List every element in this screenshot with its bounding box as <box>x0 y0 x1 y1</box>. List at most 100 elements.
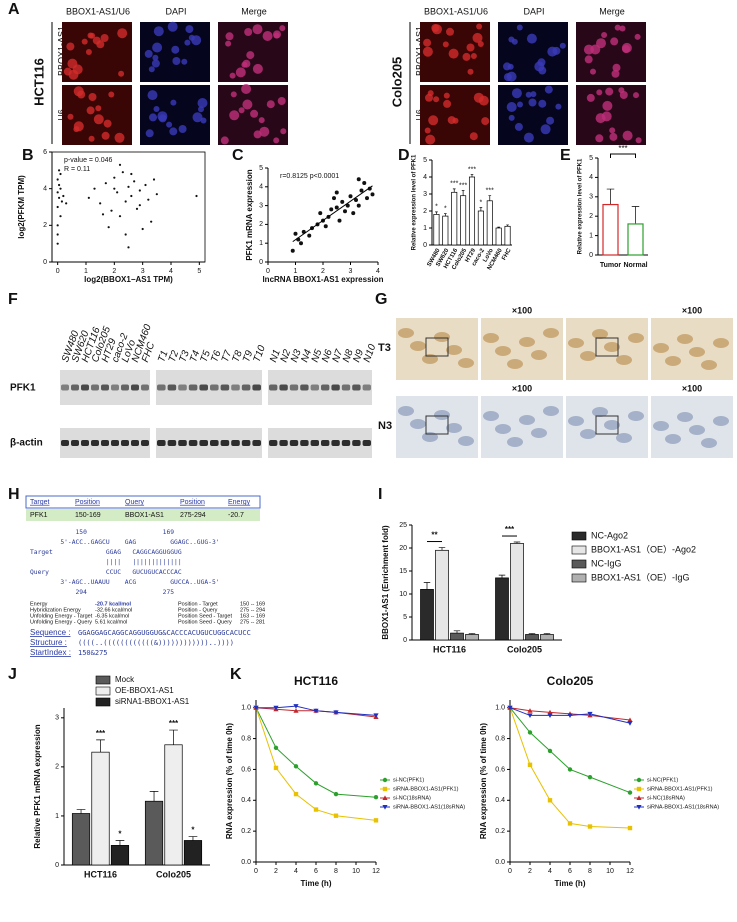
bar <box>495 577 509 641</box>
lane-label: T6 <box>209 349 223 364</box>
tissue <box>628 333 644 343</box>
bar <box>433 214 440 246</box>
point <box>323 224 328 229</box>
y-axis-label: BBOX1-AS1 (Enrichment fold) <box>381 525 390 640</box>
marker <box>627 721 633 726</box>
band <box>91 384 99 391</box>
legend-label: siRNA-BBOX1-AS1(18sRNA) <box>647 804 719 810</box>
y-tick-label: 0.8 <box>241 735 251 742</box>
cell <box>523 132 534 143</box>
marker <box>373 795 379 800</box>
point <box>57 196 61 199</box>
cell <box>422 46 433 57</box>
band <box>131 384 139 391</box>
significance: * <box>480 199 483 206</box>
tissue <box>543 328 559 338</box>
x-axis-label: lncRNA BBOX1-AS1 expression <box>262 275 383 284</box>
y-tick-label: 0.0 <box>495 859 505 866</box>
cell <box>633 92 639 99</box>
tissue <box>507 437 523 447</box>
significance: *** <box>618 144 627 153</box>
tissue <box>677 334 693 344</box>
cell <box>93 114 104 125</box>
tissue <box>665 434 681 444</box>
marker <box>313 708 319 714</box>
cell <box>145 129 154 138</box>
error-bar <box>488 195 492 201</box>
bar <box>71 813 91 866</box>
cell <box>200 117 207 124</box>
table-header-cell: Query <box>125 499 145 506</box>
error-bar <box>631 206 640 224</box>
sequence-value: GGAGGAGCAGGCAGGUGGUG&CACCCACUGUCUGGCACUC… <box>78 629 251 637</box>
alignment-line: 3'-AGC..UAAUU ACG GUCCA..UGA-5' <box>30 579 220 586</box>
magnification: ×100 <box>682 305 702 315</box>
panel-label: G <box>375 291 387 308</box>
cell <box>590 68 596 75</box>
legend-marker <box>382 805 388 810</box>
point <box>351 211 356 216</box>
x-tick-label: 3 <box>141 268 145 275</box>
cell-line: HCT116 <box>31 58 46 106</box>
cell <box>621 42 632 53</box>
column-label: Merge <box>241 6 267 16</box>
bar <box>525 634 539 641</box>
cell <box>622 130 633 141</box>
table-cell: 150-169 <box>75 512 101 519</box>
cell-line: Colo205 <box>389 57 404 108</box>
cell <box>466 43 475 52</box>
y-tick-label: 3 <box>589 194 593 201</box>
cell <box>447 116 456 125</box>
y-tick-label: 2 <box>55 764 59 771</box>
marker <box>547 709 553 715</box>
error-bar <box>435 211 438 215</box>
y-tick-label: 0.6 <box>241 766 251 773</box>
legend-swatch <box>95 675 111 685</box>
band <box>101 384 109 391</box>
x-tick-label: 8 <box>588 868 592 875</box>
y-tick-label: 0 <box>423 242 427 249</box>
tissue <box>531 350 547 360</box>
legend-swatch <box>571 545 587 555</box>
point <box>56 242 59 245</box>
legend-label: siRNA-BBOX1-AS1(18sRNA) <box>393 804 465 810</box>
marker <box>547 798 553 803</box>
annotation: r=0.8125 p<0.0001 <box>280 173 339 180</box>
bar <box>495 227 502 246</box>
y-tick-label: 3 <box>259 202 263 209</box>
point <box>113 187 116 190</box>
alignment-line: |||| ||||||||||||| <box>30 559 182 566</box>
tissue <box>410 341 426 351</box>
bar <box>420 589 434 641</box>
legend-swatch <box>571 531 587 541</box>
x-tick-label: 2 <box>112 268 116 275</box>
y-tick-label: 1.0 <box>241 705 251 712</box>
y-axis-label: Relative PFK1 mRNA expression <box>33 724 42 848</box>
y-tick-label: 1.0 <box>495 705 505 712</box>
x-tick-label: 6 <box>568 868 572 875</box>
point <box>299 241 303 246</box>
legend-label: siRNA-BBOX1-AS1(PFK1) <box>647 786 713 792</box>
annotation: R = 0.11 <box>64 166 90 173</box>
lane-label: T8 <box>230 349 244 364</box>
cell <box>241 84 252 94</box>
point <box>345 203 350 208</box>
tissue <box>483 333 499 343</box>
cell <box>601 32 608 38</box>
y-tick-label: 4 <box>43 186 47 193</box>
table-cell: -20.7 <box>228 512 244 519</box>
y-tick-label: 5 <box>589 155 593 162</box>
cell <box>81 38 88 45</box>
energy-cell: 163 -- 169 <box>240 613 265 619</box>
magnification: ×100 <box>512 383 532 393</box>
point <box>59 187 62 190</box>
point <box>334 190 339 195</box>
cell <box>448 48 459 59</box>
significance: *** <box>468 166 476 173</box>
x-tick-label: Normal <box>623 262 647 269</box>
band <box>111 384 119 391</box>
bar-outline <box>627 223 644 256</box>
band <box>157 440 166 446</box>
cell <box>225 40 232 47</box>
cell <box>96 40 105 49</box>
